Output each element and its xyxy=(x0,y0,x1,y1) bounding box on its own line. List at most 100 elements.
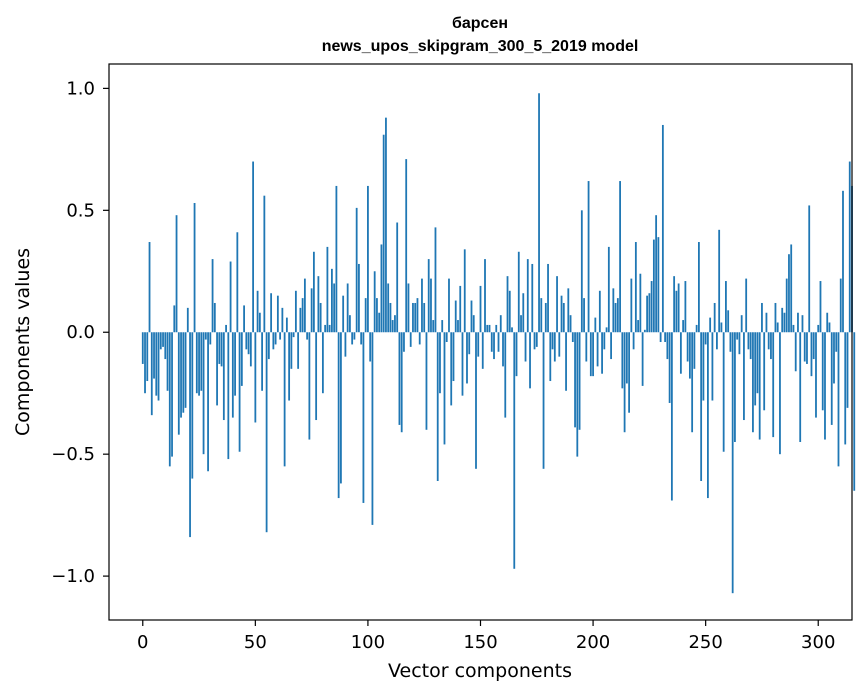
bar xyxy=(583,298,585,333)
bar xyxy=(396,222,399,333)
bar xyxy=(425,332,428,430)
bar xyxy=(294,290,297,333)
bar xyxy=(499,315,502,333)
bar xyxy=(481,332,484,369)
bar xyxy=(416,298,419,333)
bar xyxy=(790,244,793,333)
bar xyxy=(335,185,338,333)
bar xyxy=(799,332,802,442)
bar xyxy=(695,324,698,333)
bar xyxy=(767,332,770,350)
bar xyxy=(468,332,471,355)
bar xyxy=(285,317,288,333)
bar xyxy=(231,332,234,418)
bar xyxy=(565,332,567,391)
bar xyxy=(634,242,637,333)
bar xyxy=(288,332,291,401)
bar xyxy=(299,307,302,333)
bar xyxy=(783,312,786,333)
bar xyxy=(164,332,167,360)
bar xyxy=(605,327,608,333)
bar xyxy=(394,315,396,333)
bar xyxy=(146,332,149,382)
bar xyxy=(810,332,813,377)
bar xyxy=(342,295,345,333)
y-tick-label: 0.0 xyxy=(66,322,95,343)
bar xyxy=(592,332,594,377)
bar xyxy=(321,332,324,394)
bar xyxy=(652,239,655,333)
chart-title-line2: news_upos_skipgram_300_5_2019 model xyxy=(322,38,639,55)
bar xyxy=(445,332,448,342)
bar xyxy=(450,332,453,406)
bar xyxy=(225,324,227,333)
bar xyxy=(776,322,779,333)
bar xyxy=(585,332,588,362)
bar xyxy=(200,332,203,391)
bar xyxy=(153,332,155,379)
y-tick-label: −0.5 xyxy=(51,444,95,465)
bar xyxy=(249,332,252,367)
bar xyxy=(646,295,649,333)
bar xyxy=(387,283,390,333)
bar xyxy=(180,332,182,418)
bar xyxy=(385,117,387,333)
bar xyxy=(477,332,480,357)
bar xyxy=(461,332,464,396)
bar xyxy=(842,190,844,333)
bar xyxy=(195,332,198,394)
bar xyxy=(166,332,169,391)
bar xyxy=(571,332,574,342)
bar xyxy=(209,332,212,345)
bar xyxy=(479,285,482,333)
bar xyxy=(227,332,230,460)
bar xyxy=(819,281,822,333)
bar xyxy=(628,332,630,413)
bar xyxy=(378,312,381,333)
bar xyxy=(549,332,552,382)
bar xyxy=(612,288,615,333)
bar xyxy=(553,332,556,362)
bar xyxy=(614,302,617,333)
bar xyxy=(529,332,531,389)
bar xyxy=(191,332,194,479)
bar xyxy=(144,332,146,394)
bar xyxy=(218,332,221,364)
bar xyxy=(463,249,466,333)
bar xyxy=(533,332,536,350)
bar xyxy=(430,278,432,333)
bar xyxy=(141,332,144,364)
bar xyxy=(155,332,158,396)
bar xyxy=(659,332,662,342)
bar xyxy=(547,263,549,333)
bar xyxy=(520,315,522,333)
bar xyxy=(490,332,493,352)
bar xyxy=(707,332,709,499)
bar xyxy=(616,298,619,333)
x-axis-label: Vector components xyxy=(388,660,572,682)
bar xyxy=(594,317,597,333)
bar xyxy=(319,302,322,333)
bar xyxy=(535,332,538,347)
bar xyxy=(643,329,646,333)
bar xyxy=(344,332,347,357)
bar xyxy=(362,332,365,503)
bar xyxy=(524,332,527,362)
bar xyxy=(367,185,369,333)
bar xyxy=(517,251,520,333)
bar xyxy=(828,322,831,333)
bar xyxy=(310,288,313,333)
bar xyxy=(454,300,457,333)
bar xyxy=(353,332,356,340)
bar xyxy=(184,332,187,408)
bar xyxy=(472,315,475,333)
bar xyxy=(301,298,304,333)
x-axis-ticks: 0 50 100 150 200 250 300 xyxy=(137,620,835,653)
bar xyxy=(704,332,707,345)
bar xyxy=(632,332,635,350)
bar xyxy=(272,332,275,350)
bar xyxy=(207,332,209,472)
bar xyxy=(846,332,849,408)
bar xyxy=(574,332,576,428)
bar xyxy=(772,332,775,438)
